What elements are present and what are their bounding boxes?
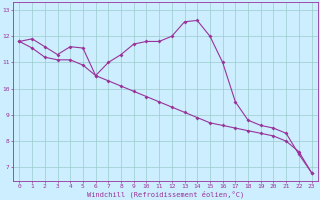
X-axis label: Windchill (Refroidissement éolien,°C): Windchill (Refroidissement éolien,°C)	[87, 190, 244, 198]
